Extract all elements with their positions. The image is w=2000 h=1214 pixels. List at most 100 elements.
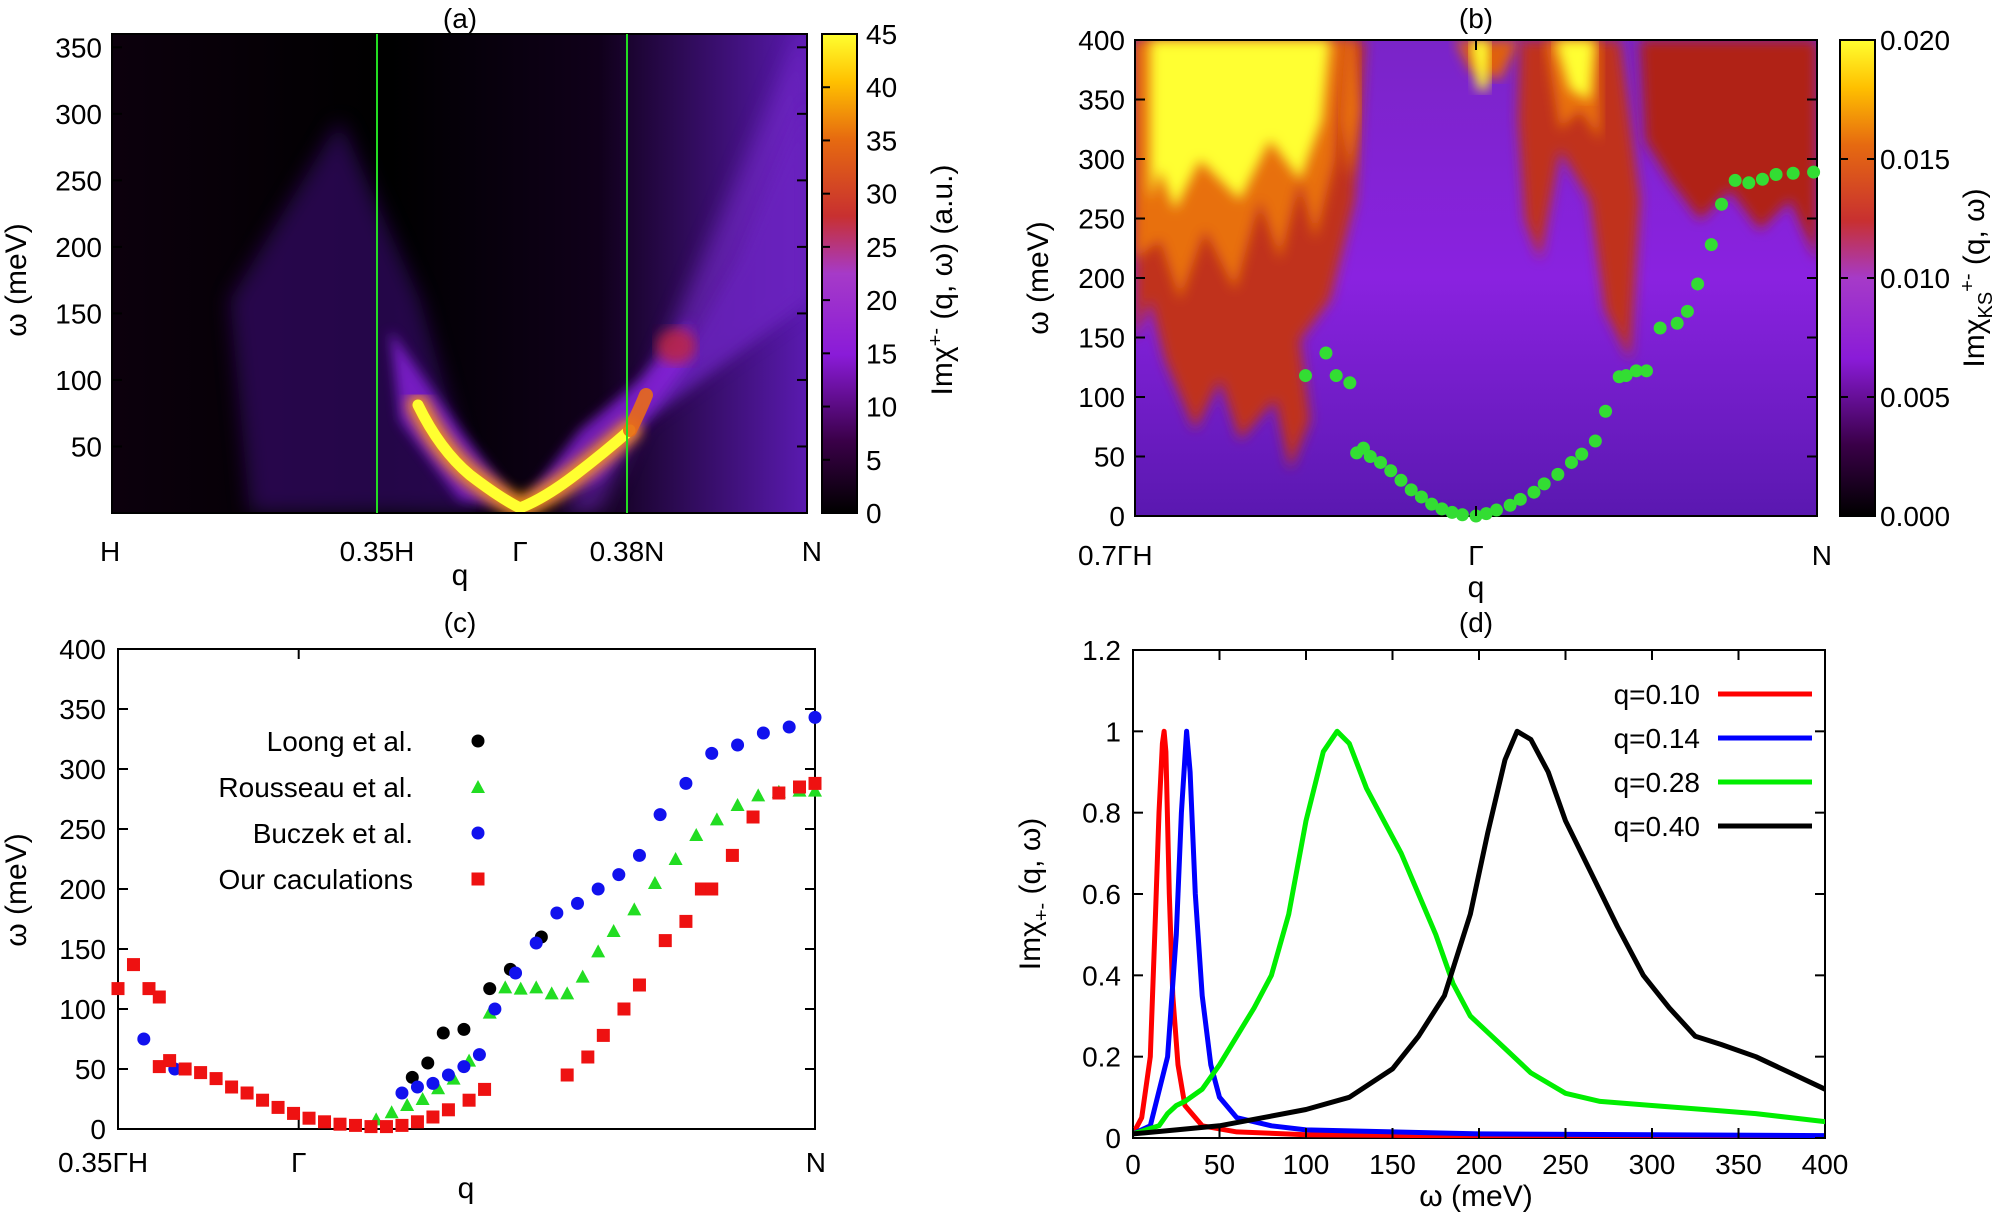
y-tick-label: 150 bbox=[59, 934, 106, 965]
point-our-caculations bbox=[596, 1028, 610, 1042]
panel-a-y-ticks: 50 100 150 200 250 300 350 bbox=[55, 32, 807, 462]
point-rousseau-et-al- bbox=[431, 1081, 446, 1095]
x-tick-label: 0.35ΓH bbox=[58, 1147, 148, 1178]
panel-d-title: (d) bbox=[1459, 607, 1493, 638]
line-q-0-40 bbox=[1133, 728, 1825, 1137]
point-our-caculations bbox=[441, 1103, 455, 1117]
y-tick-label: 400 bbox=[59, 634, 106, 665]
panel-d-y-ticks: 0 0.2 0.4 0.6 0.8 1 1.2 bbox=[1082, 635, 1825, 1154]
point-our-caculations bbox=[318, 1115, 332, 1129]
colorbar-tick-label: 0 bbox=[866, 498, 882, 529]
point-buczek-et-al- bbox=[731, 738, 745, 752]
overlay-point bbox=[1299, 369, 1312, 383]
point-our-caculations bbox=[410, 1115, 424, 1129]
point-our-caculations bbox=[581, 1050, 595, 1064]
point-buczek-et-al- bbox=[457, 1060, 471, 1074]
overlay-point bbox=[1435, 502, 1449, 516]
overlay-point bbox=[1384, 464, 1398, 478]
overlay-point bbox=[1537, 477, 1551, 491]
panel-c-x-ticks: 0.35ΓH Γ N bbox=[58, 649, 826, 1178]
point-rousseau-et-al- bbox=[560, 986, 575, 1000]
point-our-caculations bbox=[152, 1060, 166, 1074]
point-rousseau-et-al- bbox=[668, 852, 683, 865]
y-tick-label: 0 bbox=[1109, 501, 1125, 532]
x-tick-label: 0.35H bbox=[340, 536, 415, 567]
point-our-caculations bbox=[478, 1082, 492, 1096]
point-rousseau-et-al- bbox=[627, 902, 642, 916]
y-tick-label: 400 bbox=[1078, 25, 1125, 56]
point-buczek-et-al- bbox=[679, 776, 693, 790]
panel-b-x-ticks: 0.7ΓH Γ N bbox=[1078, 40, 1832, 571]
x-tick-label: 0 bbox=[1125, 1149, 1141, 1180]
colorbar-tick-label: 40 bbox=[866, 72, 897, 103]
panel-c: (c) 0 50 100 150 200 250 300 350 400 0.35ΓH Γ N Lo… bbox=[0, 607, 826, 1205]
overlay-point bbox=[1640, 364, 1653, 378]
overlay-point bbox=[1769, 167, 1783, 181]
point-rousseau-et-al- bbox=[709, 812, 724, 826]
overlay-point bbox=[1414, 490, 1428, 504]
y-tick-label: 350 bbox=[55, 32, 102, 63]
x-tick-label: 50 bbox=[1204, 1149, 1235, 1180]
x-tick-label: 100 bbox=[1283, 1149, 1330, 1180]
point-buczek-et-al- bbox=[426, 1076, 440, 1090]
y-tick-label: 0 bbox=[1105, 1123, 1121, 1154]
point-rousseau-et-al- bbox=[400, 1098, 415, 1111]
overlay-point bbox=[1715, 197, 1729, 211]
overlay-point bbox=[1653, 321, 1667, 335]
panel-a-colorbar bbox=[821, 33, 858, 514]
point-rousseau-et-al- bbox=[498, 980, 513, 994]
point-our-caculations bbox=[617, 1002, 631, 1016]
point-our-caculations bbox=[364, 1120, 378, 1134]
legend-label: q=0.40 bbox=[1614, 811, 1700, 842]
point-rousseau-et-al- bbox=[529, 980, 544, 994]
x-tick-label: H bbox=[100, 536, 120, 567]
overlay-point bbox=[1786, 166, 1800, 180]
point-rousseau-et-al- bbox=[689, 828, 704, 841]
overlay-point bbox=[1691, 277, 1705, 291]
overlay-point bbox=[1551, 467, 1565, 481]
point-rousseau-et-al- bbox=[606, 924, 621, 937]
point-rousseau-et-al- bbox=[384, 1105, 399, 1119]
y-tick-label: 0 bbox=[90, 1114, 106, 1145]
point-our-caculations bbox=[287, 1106, 301, 1120]
colorbar-tick-label: 0.015 bbox=[1880, 144, 1950, 175]
overlay-point bbox=[1728, 173, 1742, 187]
point-our-caculations bbox=[658, 934, 672, 948]
colorbar-tick-label: 0.010 bbox=[1880, 263, 1950, 294]
y-tick-label: 250 bbox=[59, 814, 106, 845]
legend-label: q=0.28 bbox=[1614, 767, 1700, 798]
overlay-point bbox=[1425, 497, 1439, 511]
overlay-point bbox=[1374, 455, 1388, 469]
point-our-caculations bbox=[632, 978, 646, 992]
colorbar-tick-label: 0.020 bbox=[1880, 25, 1950, 56]
point-rousseau-et-al- bbox=[591, 944, 606, 958]
colorbar-tick-label: 0.005 bbox=[1880, 382, 1950, 413]
point-buczek-et-al- bbox=[632, 848, 646, 862]
panel-c-title: (c) bbox=[444, 607, 477, 638]
panel-b-title: (b) bbox=[1459, 3, 1493, 34]
point-loong-et-al- bbox=[421, 1056, 435, 1070]
point-buczek-et-al- bbox=[782, 720, 796, 734]
legend-label: Buczek et al. bbox=[253, 818, 413, 849]
y-tick-label: 250 bbox=[55, 165, 102, 196]
colorbar-tick-label: 45 bbox=[866, 19, 897, 50]
panel-b-overlay-points bbox=[1299, 165, 1821, 523]
point-our-caculations bbox=[178, 1062, 192, 1076]
point-our-caculations bbox=[302, 1111, 316, 1125]
point-rousseau-et-al- bbox=[415, 1092, 430, 1105]
panel-a-ylabel: ω (meV) bbox=[0, 223, 33, 336]
overlay-point bbox=[1527, 485, 1541, 499]
overlay-point bbox=[1599, 404, 1613, 418]
point-our-caculations bbox=[379, 1120, 393, 1134]
x-tick-label: 400 bbox=[1802, 1149, 1849, 1180]
point-our-caculations bbox=[348, 1118, 362, 1132]
x-tick-label: N bbox=[806, 1147, 826, 1178]
panel-d-lines bbox=[1133, 728, 1825, 1138]
panel-c-y-ticks: 0 50 100 150 200 250 300 350 400 bbox=[59, 634, 815, 1145]
y-tick-label: 200 bbox=[59, 874, 106, 905]
y-tick-label: 1.2 bbox=[1082, 635, 1121, 666]
point-our-caculations bbox=[152, 990, 166, 1004]
y-tick-label: 100 bbox=[59, 994, 106, 1025]
overlay-point bbox=[1670, 316, 1684, 330]
